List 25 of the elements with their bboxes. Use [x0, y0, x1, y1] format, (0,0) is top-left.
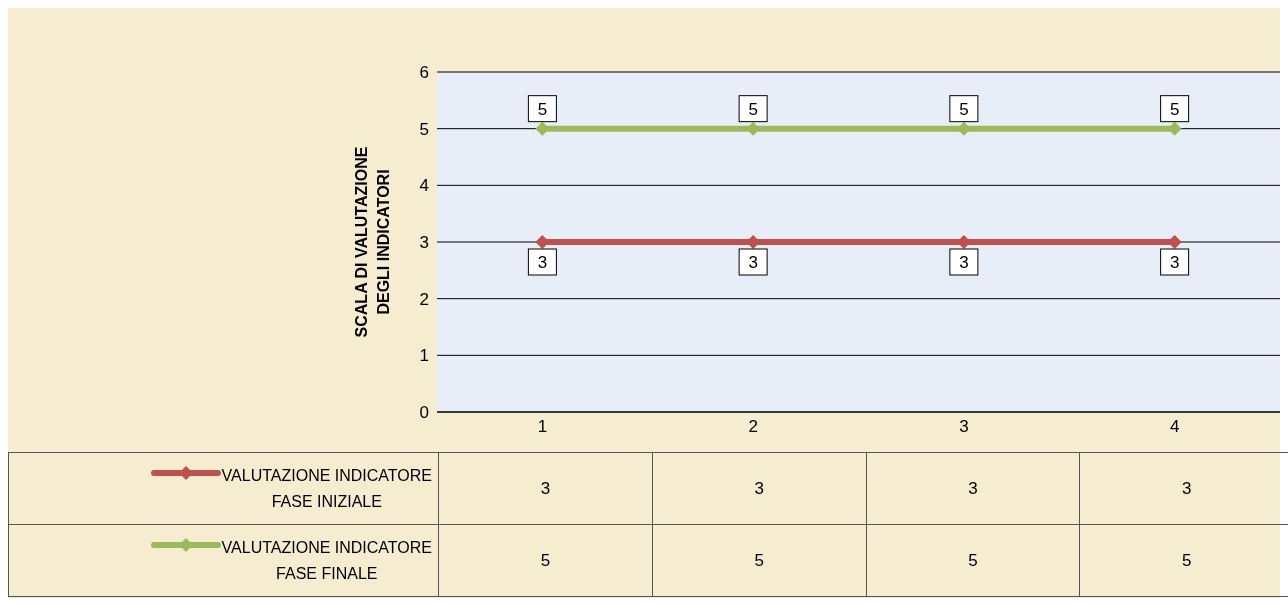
data-label: 5 [1079, 524, 1288, 597]
x-tick-label: 1 [537, 417, 548, 437]
legend-label: VALUTAZIONE INDICATORE FASE INIZIALE [221, 465, 432, 512]
annotation: 5 [537, 99, 548, 119]
x-tick-label: 2 [748, 417, 758, 437]
annotation: 3 [537, 253, 548, 272]
y-tick-label: 0 [419, 403, 429, 423]
y-tick-label: 5 [419, 119, 429, 139]
y-tick-label: 3 [419, 233, 429, 253]
x-tick-label: 4 [1169, 417, 1180, 437]
legend-label: VALUTAZIONE INDICATORE FASE FINALE [221, 537, 432, 584]
annotation: 5 [1169, 99, 1180, 119]
x-tick-label: 3 [959, 417, 969, 437]
y-tick-label: 6 [419, 63, 429, 83]
y-axis-title: SCALA DI VALUTAZIONE DEGLI INDICATORI [353, 146, 392, 338]
data-label: 5 [652, 524, 866, 597]
annotation: 3 [959, 253, 969, 272]
annotation: 3 [748, 253, 758, 272]
y-tick-label: 1 [419, 346, 429, 366]
annotation: 5 [748, 99, 758, 119]
data-label: 5 [866, 524, 1080, 597]
annotation: 3 [1169, 253, 1180, 272]
y-tick-label: 4 [419, 176, 429, 196]
y-tick-label: 2 [419, 289, 429, 309]
annotation: 5 [959, 99, 969, 119]
